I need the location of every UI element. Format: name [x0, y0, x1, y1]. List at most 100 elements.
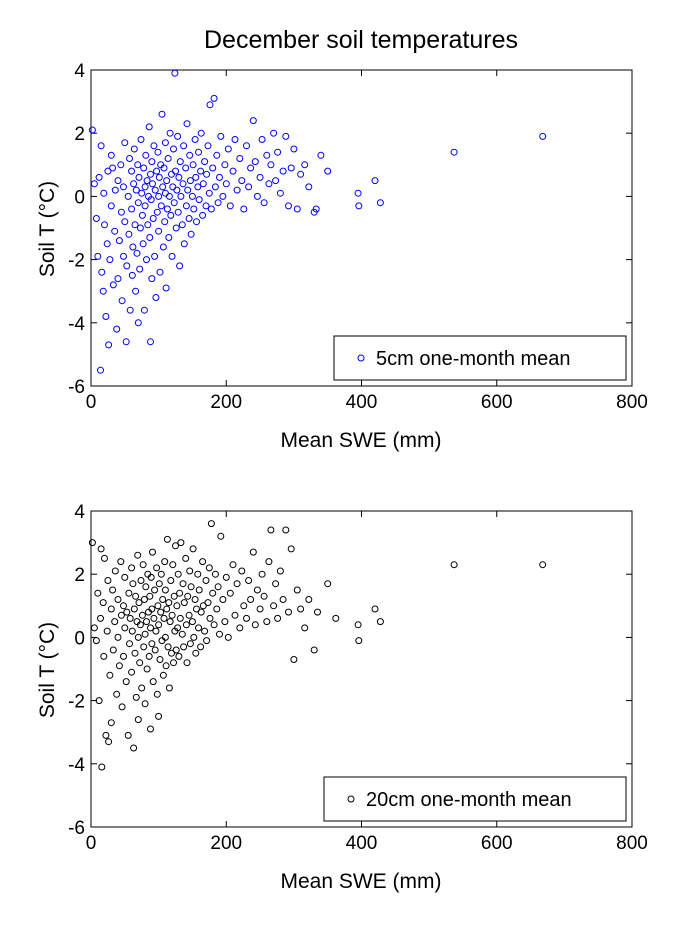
data-point	[180, 599, 188, 607]
data-point	[172, 542, 179, 550]
data-point	[216, 630, 223, 638]
data-point	[158, 110, 166, 118]
data-point	[149, 548, 156, 556]
data-point	[135, 599, 143, 607]
data-point	[226, 589, 234, 597]
data-point	[115, 237, 123, 245]
data-point	[179, 180, 187, 188]
x-axis-label: Mean SWE (mm)	[280, 870, 441, 893]
data-point	[126, 306, 134, 314]
data-point	[105, 738, 113, 746]
data-point	[128, 167, 136, 175]
data-point	[182, 621, 190, 629]
data-point	[165, 234, 173, 241]
data-point	[135, 173, 143, 181]
x-tick-label: 200	[210, 392, 242, 413]
data-point	[97, 366, 104, 374]
data-point	[314, 608, 321, 616]
data-point	[140, 643, 148, 651]
data-point	[178, 221, 186, 229]
data-point	[133, 249, 141, 257]
data-point	[153, 208, 161, 216]
data-point	[128, 205, 136, 213]
data-point	[221, 618, 229, 626]
data-point	[160, 164, 168, 172]
data-point	[147, 170, 154, 178]
data-point	[142, 583, 150, 591]
x-tick-label: 400	[346, 392, 378, 413]
data-point	[159, 596, 167, 603]
data-point	[117, 208, 125, 216]
scatter-panel-20cm: Mean SWE (mm) Soil T (°C) 0 200 400 600 800 -…	[36, 502, 648, 893]
data-point	[111, 227, 119, 235]
data-point	[139, 240, 147, 248]
data-point	[102, 731, 110, 739]
data-point	[152, 294, 160, 301]
data-point	[219, 596, 227, 603]
data-point	[156, 268, 164, 276]
data-point	[143, 665, 151, 673]
data-point	[301, 161, 309, 169]
data-point	[161, 218, 169, 226]
data-point	[106, 256, 114, 264]
data-point	[106, 671, 114, 679]
data-point	[162, 662, 170, 670]
data-point	[189, 161, 197, 169]
data-point	[324, 167, 332, 175]
data-point	[197, 643, 205, 651]
data-point	[236, 624, 244, 632]
data-point	[132, 287, 140, 295]
data-point	[251, 158, 259, 166]
data-point	[287, 164, 295, 172]
data-point	[122, 678, 130, 686]
data-point	[201, 158, 209, 166]
x-tick-label: 0	[86, 833, 97, 854]
data-point	[174, 132, 182, 140]
data-point	[249, 117, 257, 125]
data-point	[157, 608, 165, 616]
data-point	[166, 618, 174, 626]
data-point	[134, 716, 142, 724]
data-point	[297, 605, 305, 613]
data-point	[207, 205, 215, 213]
data-point	[214, 583, 222, 591]
data-point	[147, 624, 154, 632]
data-point	[149, 215, 157, 222]
data-point	[194, 570, 202, 578]
data-point	[290, 145, 298, 153]
data-point	[238, 567, 246, 575]
data-point	[174, 570, 182, 578]
data-point	[136, 659, 144, 667]
data-point	[253, 586, 261, 594]
data-point	[170, 199, 178, 207]
data-point	[146, 234, 154, 241]
data-point	[287, 545, 295, 553]
data-point	[168, 649, 175, 657]
data-point	[174, 624, 182, 632]
data-point	[153, 564, 161, 572]
data-point	[267, 161, 275, 169]
data-point	[247, 596, 255, 603]
data-point	[272, 580, 280, 588]
data-point	[128, 564, 136, 572]
data-point	[154, 602, 162, 610]
data-point	[105, 341, 113, 349]
data-point	[191, 596, 199, 603]
data-point	[297, 170, 305, 178]
data-point	[137, 136, 145, 143]
data-point	[207, 520, 215, 528]
data-point	[155, 192, 163, 200]
data-point	[90, 180, 98, 188]
data-point	[118, 703, 126, 711]
data-point	[147, 725, 154, 733]
data-point	[163, 177, 171, 185]
y-tick-label: -4	[68, 755, 85, 776]
data-point	[199, 602, 207, 610]
x-tick-label: 200	[210, 833, 242, 854]
data-point	[354, 189, 362, 197]
data-point	[293, 586, 301, 594]
y-axis-label: Soil T (°C)	[36, 622, 59, 718]
data-point	[95, 173, 103, 181]
data-point	[256, 173, 264, 181]
